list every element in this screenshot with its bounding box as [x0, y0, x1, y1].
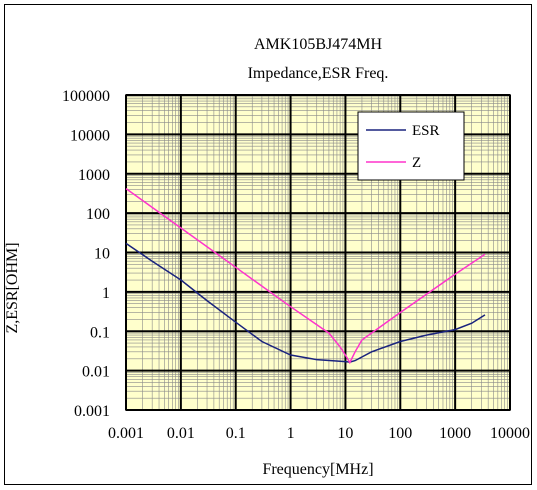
y-tick-label: 100000	[62, 88, 110, 105]
series-line-z	[125, 187, 486, 365]
chart-title: AMK105BJ474MH	[254, 36, 382, 53]
y-axis-label: Z,ESR[OHM]	[4, 242, 21, 333]
x-axis-label: Frequency[MHz]	[262, 461, 373, 478]
x-tick-label: 10	[337, 425, 353, 442]
plot-border	[125, 94, 511, 411]
x-tick-label: 1	[287, 425, 295, 442]
x-tick-label: 100	[388, 425, 412, 442]
y-tick-label: 0.001	[74, 403, 110, 420]
y-tick-label: 100	[86, 206, 110, 223]
chart-subtitle: Impedance,ESR Freq.	[248, 65, 389, 82]
x-tick-label: 10000	[490, 425, 530, 442]
x-tick-label: 0.001	[108, 425, 144, 442]
x-tick-label: 0.1	[226, 425, 246, 442]
y-tick-label: 10000	[70, 127, 110, 144]
x-tick-label: 1000	[439, 425, 471, 442]
y-tick-label: 1	[102, 285, 110, 302]
y-tick-label: 1000	[78, 167, 110, 184]
legend-label-esr: ESR	[412, 123, 440, 139]
plot-area: 0.001 0.01 0.1 1 10 100 1000 100001000001000010…	[62, 88, 530, 442]
y-tick-label: 10	[94, 246, 110, 263]
y-tick-label: 0.01	[82, 364, 110, 381]
legend-box	[357, 111, 465, 181]
x-tick-label: 0.01	[167, 425, 195, 442]
series-line-esr	[125, 242, 486, 363]
legend-label-z: Z	[412, 155, 421, 171]
y-tick-label: 0.1	[90, 324, 110, 341]
